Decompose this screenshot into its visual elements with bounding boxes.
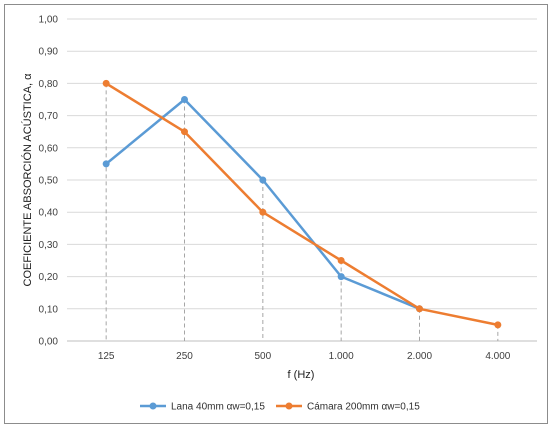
data-point bbox=[337, 273, 345, 281]
data-point bbox=[181, 128, 188, 136]
series-2 bbox=[102, 79, 502, 329]
x-tick-labels: 125 250 500 1.000 2.000 4.000 bbox=[98, 351, 511, 362]
data-point bbox=[494, 321, 502, 329]
data-point bbox=[102, 160, 110, 168]
legend-label: Lana 40mm αw=0,15 bbox=[171, 402, 265, 413]
legend: Lana 40mm αw=0,15 Cámara 200mm αw=0,15 bbox=[140, 402, 420, 413]
y-tick-label: 0,10 bbox=[39, 304, 59, 315]
y-tick-label: 0,50 bbox=[39, 176, 59, 187]
chart-frame bbox=[4, 4, 548, 424]
x-tick-label: 500 bbox=[254, 351, 271, 362]
data-point bbox=[337, 257, 345, 264]
x-tick-label: 125 bbox=[98, 351, 115, 362]
series-line bbox=[105, 82, 499, 327]
x-axis-title: f (Hz) bbox=[288, 369, 315, 381]
y-tick-label: 0,70 bbox=[39, 111, 59, 122]
y-tick-label: 0,40 bbox=[39, 208, 59, 219]
legend-swatch-marker bbox=[149, 402, 157, 410]
x-tick-label: 1.000 bbox=[329, 351, 354, 362]
y-tick-label: 0,80 bbox=[39, 79, 59, 90]
data-point bbox=[259, 176, 267, 184]
data-point bbox=[416, 305, 423, 313]
y-tick-label: 0,00 bbox=[39, 337, 59, 348]
legend-item: Lana 40mm αw=0,15 bbox=[140, 402, 265, 413]
y-tick-label: 0,20 bbox=[39, 272, 59, 283]
y-tick-label: 1,00 bbox=[39, 15, 59, 26]
y-tick-label: 0,30 bbox=[39, 240, 59, 251]
y-tick-labels: 0,00 0,10 0,20 0,30 0,40 0,50 0,60 0,70 0,80 0,90… bbox=[39, 15, 59, 348]
y-tick-label: 0,90 bbox=[39, 47, 59, 58]
x-tick-label: 4.000 bbox=[485, 351, 510, 362]
data-point bbox=[102, 79, 110, 87]
y-tick-label: 0,60 bbox=[39, 143, 59, 154]
x-tick-label: 2.000 bbox=[407, 351, 432, 362]
x-tick-label: 250 bbox=[176, 351, 193, 362]
legend-label: Cámara 200mm αw=0,15 bbox=[307, 402, 420, 413]
series bbox=[102, 79, 502, 329]
data-point bbox=[181, 96, 188, 103]
legend-swatch-marker bbox=[285, 402, 293, 410]
data-point bbox=[259, 208, 267, 216]
y-axis-title: COEFICIENTE ABSORCIÓN ACÚSTICA, α bbox=[21, 73, 34, 287]
gridlines bbox=[67, 18, 537, 342]
legend-item: Cámara 200mm αw=0,15 bbox=[276, 402, 420, 413]
